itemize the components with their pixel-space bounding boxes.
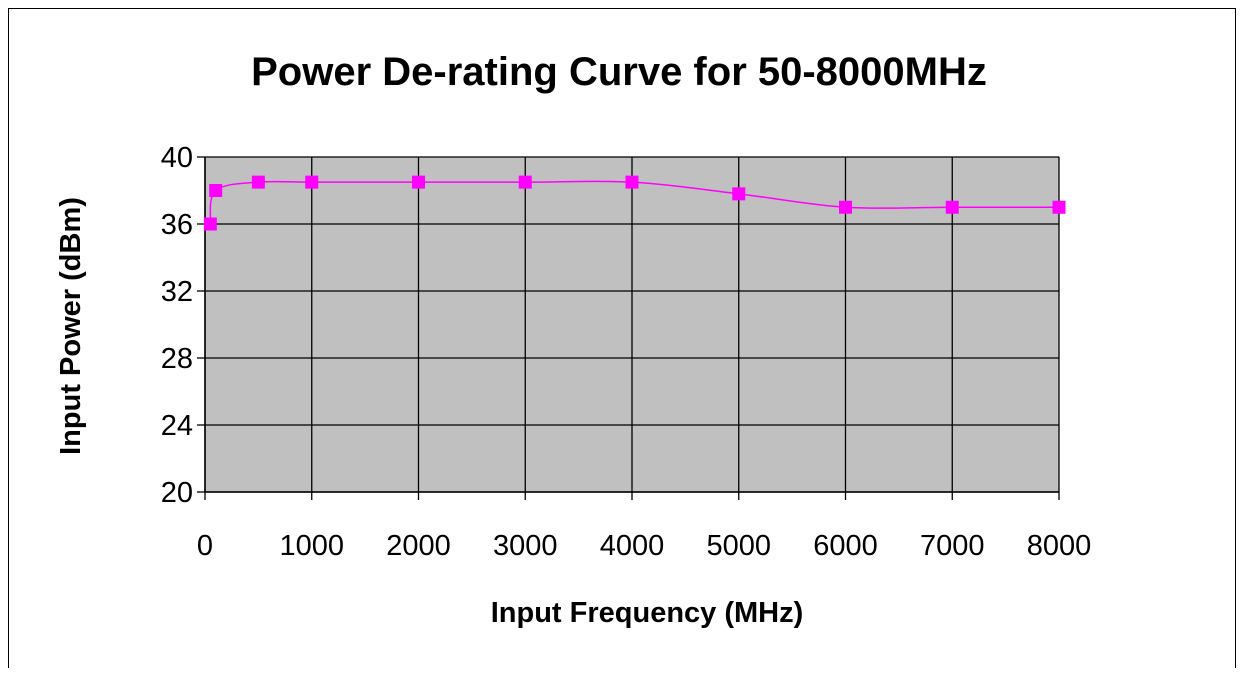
data-point-marker [945, 200, 959, 214]
data-point-marker [412, 175, 425, 189]
data-point-marker [732, 187, 746, 201]
x-tick-label: 7000 [920, 530, 985, 562]
chart-frame [8, 8, 1236, 668]
series-markers [203, 175, 1066, 231]
data-point-marker [518, 175, 532, 189]
axes [197, 156, 1060, 500]
x-tick-label: 3000 [493, 530, 558, 562]
tick-labels: 20 24 28 32 36 40 0 1000 2000 3000 4000 5000 6000 700… [161, 142, 1092, 562]
y-tick-label: 28 [161, 343, 193, 375]
x-tick-label: 6000 [813, 530, 878, 562]
data-point-marker [839, 200, 852, 214]
y-tick-label: 24 [161, 410, 193, 442]
x-tick-label: 0 [197, 530, 213, 562]
x-tick-label: 4000 [600, 530, 665, 562]
x-tick-label: 5000 [706, 530, 771, 562]
data-point-marker [251, 175, 265, 189]
data-point-marker [209, 184, 223, 197]
data-point-marker [305, 175, 319, 189]
data-point-marker [625, 175, 639, 189]
y-axis-title: Input Power (dBm) [55, 197, 87, 455]
x-tick-label: 1000 [279, 530, 344, 562]
y-tick-label: 40 [161, 142, 193, 174]
data-point-marker [1052, 200, 1066, 214]
x-tick-label: 8000 [1027, 530, 1092, 562]
y-tick-label: 32 [161, 276, 193, 308]
x-tick-label: 2000 [386, 530, 451, 562]
data-point-marker [203, 217, 217, 231]
chart-title: Power De-rating Curve for 50-8000MHz [251, 50, 987, 94]
y-tick-label: 36 [161, 209, 193, 241]
y-tick-label: 20 [161, 477, 193, 509]
x-axis-title: Input Frequency (MHz) [491, 597, 804, 629]
